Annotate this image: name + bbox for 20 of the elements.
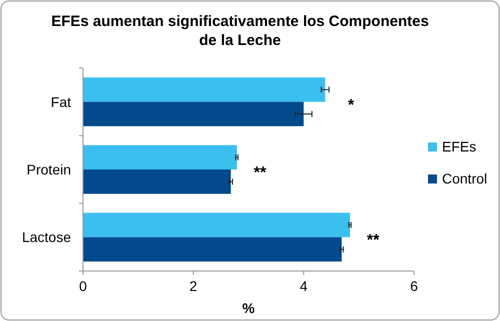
x-axis-title: %: [242, 300, 256, 316]
x-tick-label: 0: [79, 278, 88, 294]
x-tick-label: 6: [410, 278, 418, 294]
bar: [83, 145, 237, 170]
x-tick-label: 4: [300, 278, 308, 294]
x-tick-label: 2: [189, 278, 198, 294]
bar: [83, 77, 326, 102]
annotation: *: [348, 96, 355, 114]
chart-title: EFEs aumentan significativamente los Componentes de la Leche: [51, 13, 429, 49]
bar: [83, 212, 350, 238]
bar: [83, 102, 304, 126]
annotation: **: [366, 232, 380, 250]
bar: [83, 237, 342, 262]
legend-label: EFEs: [442, 138, 476, 154]
bar: [83, 170, 231, 194]
legend-label: Control: [442, 170, 488, 186]
y-tick-label: Lactose: [22, 229, 72, 246]
y-tick-label: Protein: [26, 162, 71, 178]
annotation: **: [254, 164, 268, 182]
y-tick-label: Fat: [50, 94, 72, 110]
